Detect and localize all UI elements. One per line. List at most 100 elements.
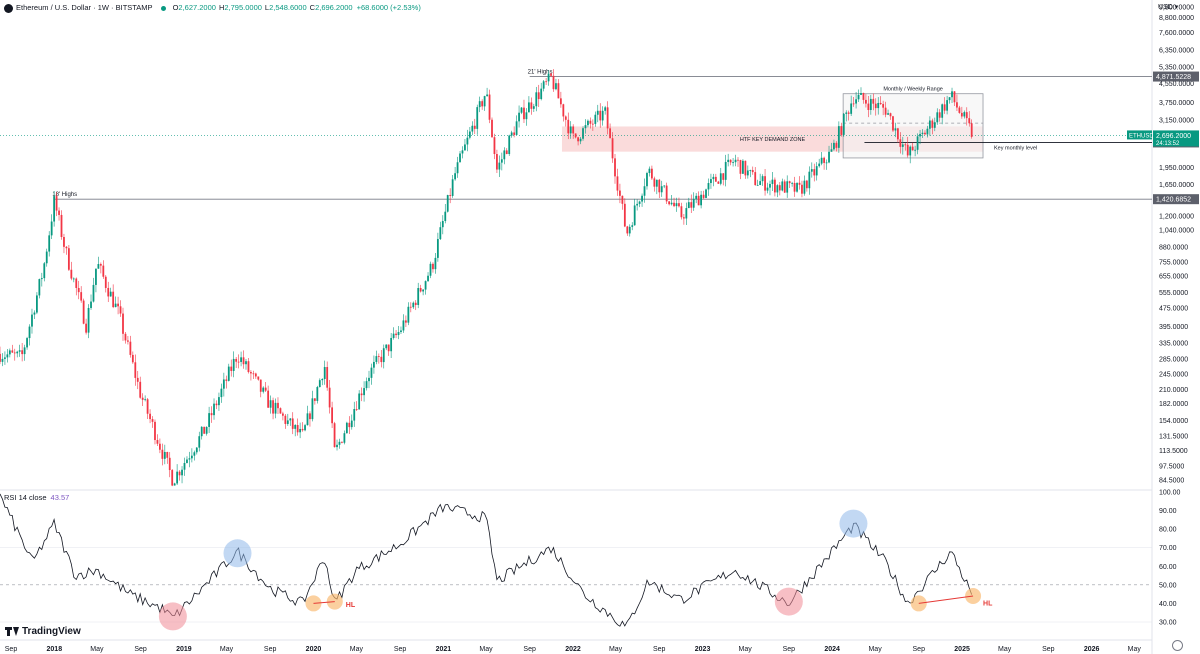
candle-body [845, 112, 848, 114]
candle-body [75, 278, 78, 288]
candle-body [80, 292, 83, 301]
candle-body [680, 206, 683, 218]
candle-body [744, 160, 747, 176]
candle-body [569, 126, 572, 134]
candle-body [112, 291, 115, 308]
candle-body [218, 397, 220, 406]
price-axis-label: 1,040.0000 [1159, 228, 1194, 235]
candle-body [897, 128, 899, 140]
candle-body [58, 210, 60, 215]
price-axis-label: 113.5000 [1159, 448, 1188, 455]
candle-body [355, 409, 358, 410]
candle-body [395, 333, 397, 336]
time-axis-label: May [479, 646, 493, 653]
low-label: L [264, 3, 270, 12]
candle-body [535, 92, 538, 107]
candle-body [874, 103, 877, 109]
candle-body [127, 340, 129, 342]
candle-body [646, 173, 648, 187]
candle-body [313, 398, 316, 401]
candle-body [793, 182, 796, 192]
candle-body [860, 93, 862, 95]
price-axis-label: 7,600.0000 [1159, 30, 1194, 37]
candle-body [375, 356, 378, 362]
currency-selector[interactable]: USD [1158, 3, 1178, 11]
candle-body [365, 381, 368, 389]
price-axis-label: 285.0000 [1159, 357, 1188, 364]
candle-body [316, 387, 319, 401]
price-axis-label: 395.0000 [1159, 324, 1188, 331]
candle-body [717, 181, 720, 184]
time-axis-label: May [220, 646, 234, 653]
candle-body [867, 103, 870, 110]
candle-body [336, 444, 338, 448]
rsi-axis-label: 90.00 [1159, 508, 1177, 515]
symbol-title[interactable]: Ethereum / U.S. Dollar · 1W · BITSTAMP [16, 3, 153, 12]
candle-body [350, 420, 353, 428]
candle-body [665, 185, 668, 202]
candle-body [840, 126, 843, 135]
candle-body [901, 144, 904, 147]
candle-body [45, 251, 48, 264]
candle-body [31, 314, 33, 327]
candle-body [178, 471, 181, 476]
candle-body [911, 146, 914, 151]
candle-body [727, 159, 730, 162]
candle-body [245, 361, 247, 365]
candle-body [808, 171, 811, 189]
candle-body [92, 284, 95, 302]
candle-body [724, 161, 727, 180]
candle-body [545, 81, 548, 83]
candle-body [564, 116, 567, 120]
candle-body [892, 116, 894, 131]
gear-icon[interactable] [1172, 640, 1183, 651]
candle-body [252, 373, 255, 375]
candle-body [259, 379, 262, 392]
rsi-axis-label: 100.00 [1159, 490, 1181, 497]
candle-body [387, 344, 390, 352]
candle-body [424, 281, 427, 290]
price-axis-label: 755.0000 [1159, 260, 1188, 267]
21-highs-tag-bg [1153, 71, 1199, 82]
candle-body [353, 409, 356, 421]
time-axis-label: Sep [264, 646, 277, 653]
candle-body [631, 225, 634, 227]
candle-body [682, 217, 685, 219]
candle-body [525, 112, 528, 120]
candle-body [176, 471, 179, 484]
candle-body [488, 94, 491, 120]
tradingview-logo[interactable]: TradingView [5, 626, 81, 637]
candle-body [623, 203, 626, 227]
time-axis-label: 2026 [1084, 646, 1100, 653]
candle-body [764, 176, 766, 191]
candle-body [341, 441, 343, 443]
candle-body [412, 302, 415, 308]
candle-body [348, 422, 351, 428]
time-axis-label: 2020 [306, 646, 322, 653]
candle-body [468, 131, 471, 138]
candle-body [933, 122, 936, 128]
candle-body [542, 81, 545, 89]
candle-body [500, 159, 503, 163]
candle-body [771, 179, 774, 184]
rsi-legend[interactable]: RSI 14 close 43.57 [4, 493, 69, 502]
candle-body [655, 179, 658, 187]
candle-body [405, 320, 407, 323]
candle-body [296, 424, 299, 433]
candle-body [643, 186, 646, 196]
candle-body [198, 436, 201, 448]
candle-body [739, 160, 742, 174]
candle-body [559, 98, 562, 105]
candle-body [48, 235, 51, 252]
candle-body [528, 102, 530, 113]
candle-body [284, 415, 287, 424]
candle-body [77, 287, 80, 293]
candle-body [269, 400, 272, 408]
candle-body [941, 104, 944, 118]
candle-body [921, 132, 924, 134]
candle-body [131, 354, 134, 363]
candle-body [815, 166, 818, 176]
candle-body [257, 376, 260, 380]
candle-body [434, 257, 437, 270]
